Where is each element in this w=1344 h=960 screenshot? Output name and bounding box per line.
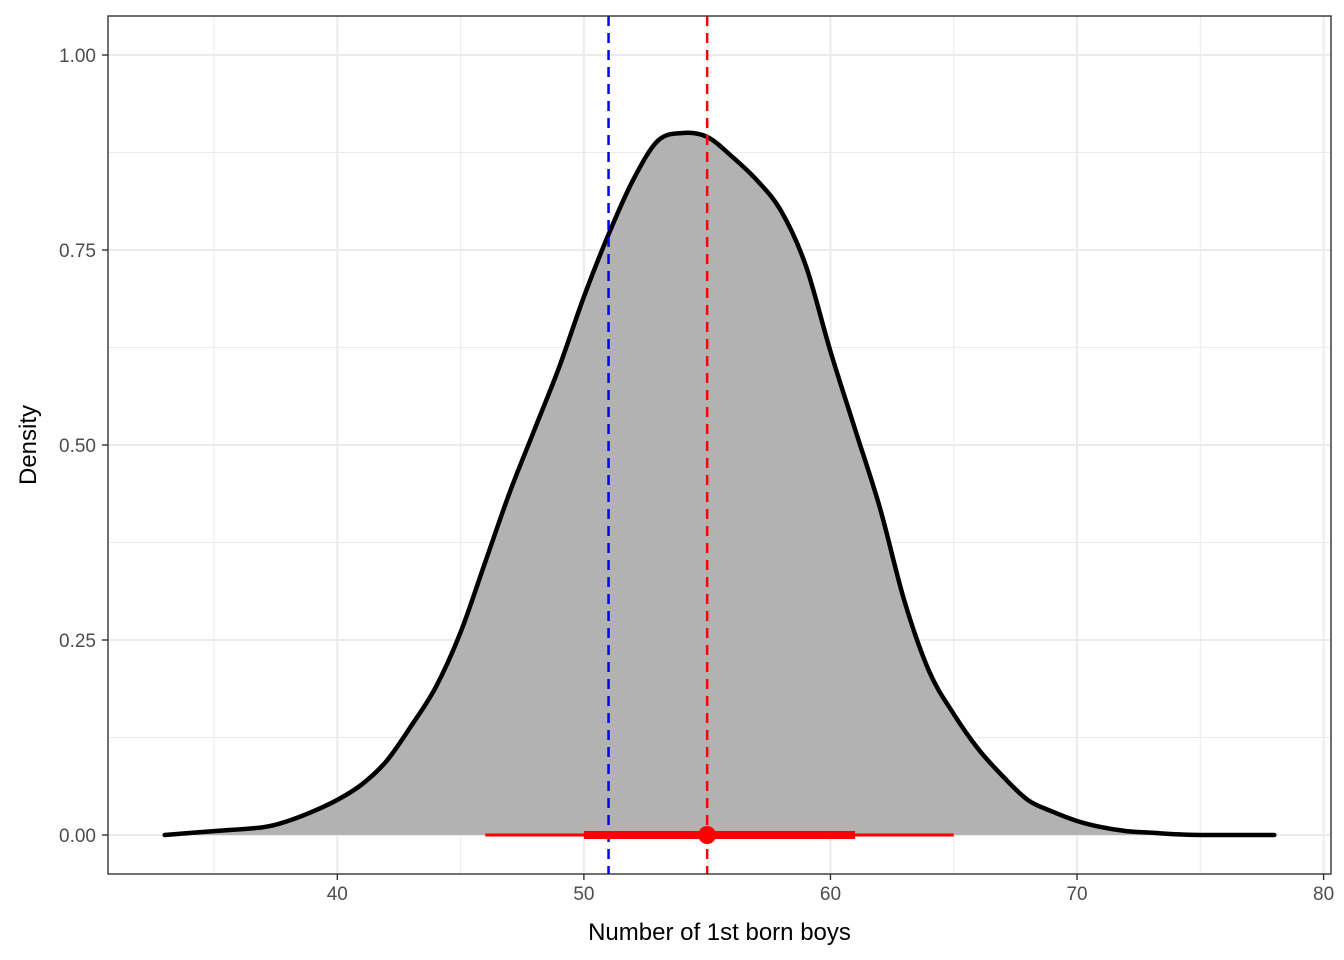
- x-axis-title: Number of 1st born boys: [588, 919, 851, 946]
- x-tick-label: 70: [1066, 884, 1087, 905]
- density-curve: [162, 130, 1277, 838]
- x-tick-label: 60: [820, 884, 841, 905]
- x-tick-label: 80: [1313, 884, 1334, 905]
- density-area: [164, 132, 1275, 836]
- point-estimate: [698, 826, 717, 844]
- y-tick-label: 0.25: [59, 631, 96, 652]
- y-tick-label: 0.75: [59, 241, 96, 262]
- reference-lines: [607, 16, 709, 874]
- y-tick-label: 0.50: [59, 436, 96, 457]
- interval-marker: [485, 826, 954, 844]
- x-axis: 40 50 60 70 80: [327, 874, 1334, 905]
- y-tick-label: 0.00: [59, 826, 96, 847]
- y-tick-label: 1.00: [59, 46, 96, 67]
- x-tick-label: 50: [573, 884, 594, 905]
- y-axis: 0.00 0.25 0.50 0.75 1.00: [59, 46, 108, 847]
- y-axis-title: Density: [15, 405, 42, 485]
- x-tick-label: 40: [327, 884, 348, 905]
